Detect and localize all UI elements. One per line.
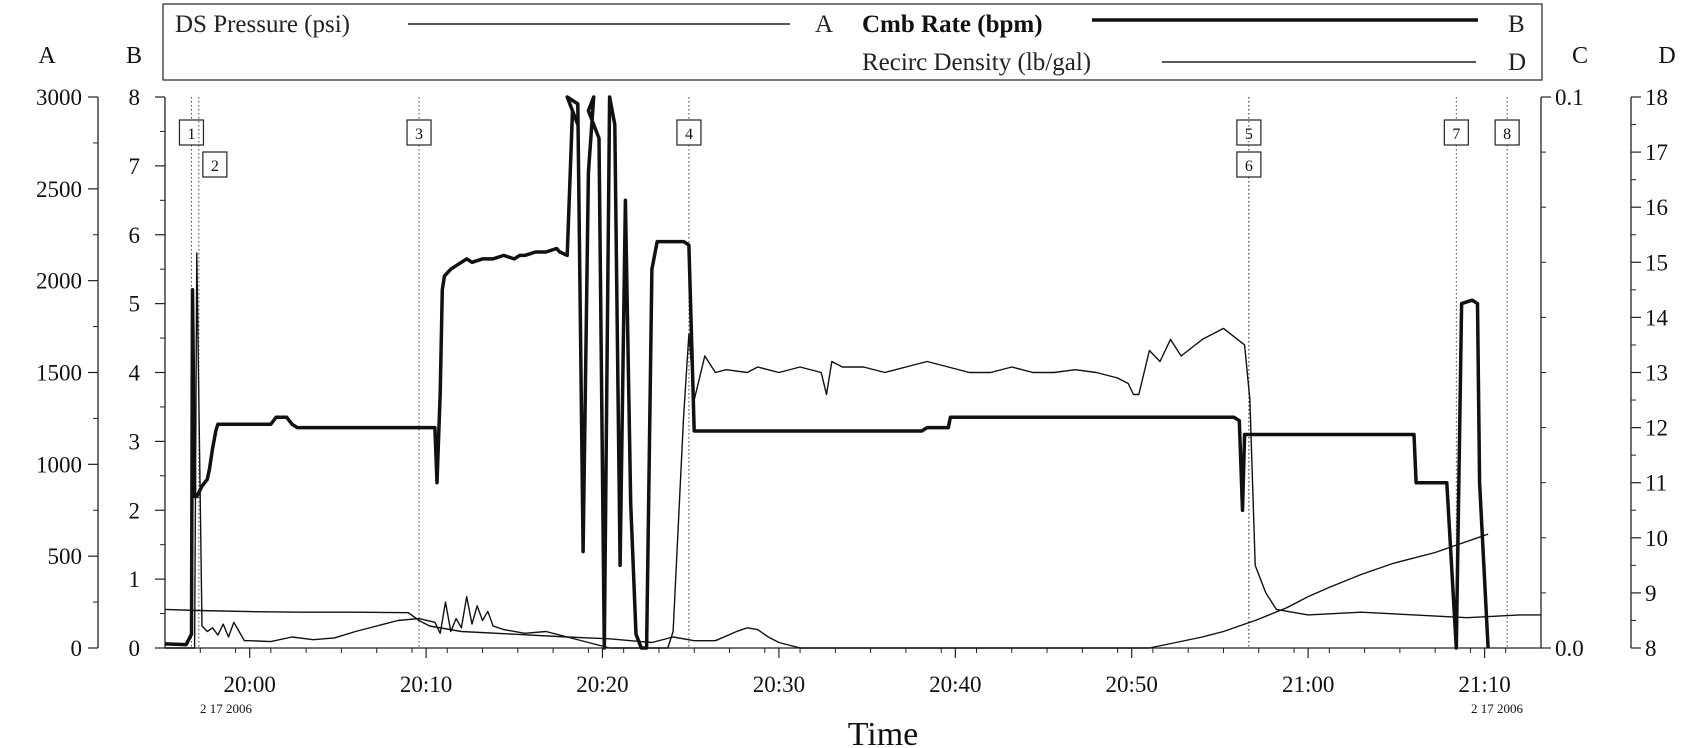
event-marker-box [676,119,702,146]
event-marker-label: 7 [1452,126,1460,143]
legend-density-label: Recirc Density (lb/gal) [862,49,1091,76]
x-axis-tick-label: 20:50 [1105,672,1157,697]
x-axis-title: Time [848,716,919,748]
axis-a-tick-label: 3000 [36,85,82,110]
legend-pressure-axis: A [815,11,833,38]
axis-c-tick-label: 0.0 [1555,636,1584,661]
axis-a-tick-label: 0 [71,636,83,661]
legend-density-axis: D [1508,49,1526,76]
axis-b-tick-label: 1 [129,567,141,592]
axis-c-tick-label: 0.1 [1555,85,1584,110]
legend-pressure-label: DS Pressure (psi) [175,11,350,38]
axis-d-tick-label: 15 [1645,250,1668,275]
event-marker-box [1443,119,1469,146]
event-marker-label: 3 [415,126,423,143]
event-marker-box [178,119,205,146]
axis-b-tick-label: 6 [129,223,141,248]
x-axis-tick-label: 20:20 [576,672,628,697]
series-line-1 [165,252,1489,649]
event-marker-box [406,119,432,146]
axis-d-letter: D [1658,43,1675,69]
legend-box [162,3,1543,81]
axis-b-tick-label: 4 [129,361,141,386]
axis-a-tick-label: 2000 [36,269,82,294]
axis-d-tick-label: 13 [1645,361,1668,386]
axis-d-tick-label: 16 [1645,195,1668,220]
axis-d-tick-label: 17 [1645,140,1668,165]
axis-b-tick-label: 5 [129,292,141,317]
event-marker-label: 2 [211,158,219,175]
event-marker-box [1494,119,1520,146]
x-axis-tick-label: 20:10 [400,672,452,697]
axis-b-letter: B [126,43,142,69]
x-axis-tick-label: 21:00 [1282,672,1334,697]
date-label-end: 2 17 2006 [1471,701,1524,716]
event-marker-label: 4 [685,126,693,143]
legend-rate-axis: B [1508,11,1525,38]
axis-b-tick-label: 3 [129,429,141,454]
axis-a-letter: A [38,43,56,69]
axis-b-tick-label: 8 [129,85,141,110]
legend-rate-label: Cmb Rate (bpm) [862,11,1043,38]
axis-a-tick-label: 500 [48,544,83,569]
axis-d-tick-label: 8 [1645,636,1657,661]
axis-a-tick-label: 2500 [36,177,82,202]
axis-d-tick-label: 14 [1645,305,1669,330]
event-marker-label: 1 [187,126,195,143]
event-marker-label: 6 [1245,158,1253,175]
axis-b-tick-label: 7 [129,154,141,179]
plot-area: 0500100015002000250030000123456780.00.18… [36,85,1669,697]
x-axis-tick-label: 20:40 [929,672,981,697]
axis-a-tick-label: 1000 [36,452,82,477]
axis-a-tick-label: 1500 [36,361,82,386]
axis-d-tick-label: 9 [1645,581,1657,606]
axis-b-tick-label: 0 [129,636,141,661]
series-line-0 [164,95,1490,650]
date-label-start: 2 17 2006 [200,701,253,716]
axis-d-tick-label: 11 [1645,471,1667,496]
axis-c-letter: C [1572,43,1588,69]
x-axis-tick-label: 21:10 [1458,672,1510,697]
axis-d-tick-label: 12 [1645,416,1668,441]
series-line-2 [164,327,1541,649]
x-axis-tick-label: 20:30 [753,672,805,697]
x-axis-tick-label: 20:00 [223,672,275,697]
axis-b-tick-label: 2 [129,498,141,523]
axis-d-tick-label: 18 [1645,85,1668,110]
event-marker-box [1236,151,1262,178]
event-marker-box [202,151,228,178]
event-marker-label: 8 [1503,126,1511,143]
axis-d-tick-label: 10 [1645,526,1668,551]
